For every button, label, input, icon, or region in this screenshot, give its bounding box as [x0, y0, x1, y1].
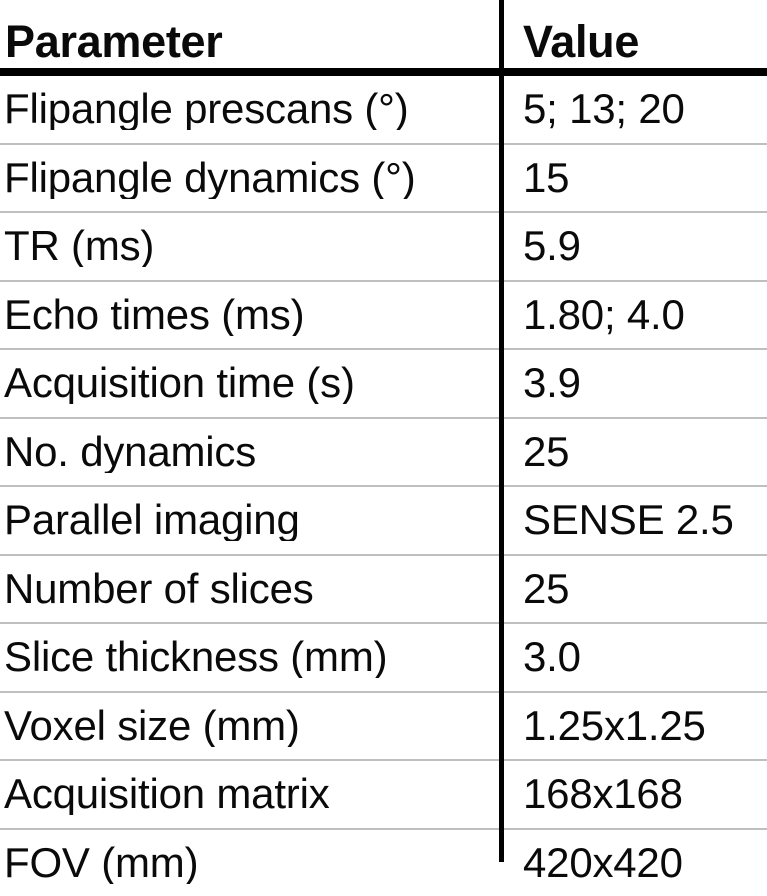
parameter-table-container: Parameter Value Flipangle prescans (°) 5… [0, 0, 767, 862]
column-header-parameter: Parameter [0, 0, 501, 68]
table-cell-value: 3.0 [501, 623, 767, 692]
table-row: Flipangle dynamics (°) 15 [0, 144, 767, 213]
table-cell-value: 5.9 [501, 212, 767, 281]
parameter-label: Echo times (ms) [0, 294, 501, 336]
table-cell-value: 168x168 [501, 760, 767, 829]
table-row: Number of slices 25 [0, 555, 767, 624]
table-row: FOV (mm) 420x420 [0, 829, 767, 896]
parameter-label: Flipangle dynamics (°) [0, 157, 501, 199]
table-row: Slice thickness (mm) 3.0 [0, 623, 767, 692]
table-row: Acquisition time (s) 3.9 [0, 349, 767, 418]
column-divider [499, 0, 504, 862]
table-row: TR (ms) 5.9 [0, 212, 767, 281]
value-label: 1.80; 4.0 [501, 294, 767, 336]
table-cell-parameter: Acquisition time (s) [0, 349, 501, 418]
value-label: 15 [501, 157, 767, 199]
value-label: 168x168 [501, 773, 767, 815]
table-cell-parameter: No. dynamics [0, 418, 501, 487]
table-row: Echo times (ms) 1.80; 4.0 [0, 281, 767, 350]
table-cell-parameter: Flipangle dynamics (°) [0, 144, 501, 213]
table-cell-value: 5; 13; 20 [501, 76, 767, 144]
table-body: Flipangle prescans (°) 5; 13; 20 Flipang… [0, 76, 767, 896]
column-header-parameter-label: Parameter [0, 19, 501, 68]
table-cell-parameter: FOV (mm) [0, 829, 501, 896]
table-cell-value: 3.9 [501, 349, 767, 418]
table-row: Parallel imaging SENSE 2.5 [0, 486, 767, 555]
header-rule-right [501, 68, 767, 76]
table-row: Flipangle prescans (°) 5; 13; 20 [0, 76, 767, 144]
table-cell-value: 420x420 [501, 829, 767, 896]
parameter-label: FOV (mm) [0, 842, 501, 884]
table-cell-value: 25 [501, 555, 767, 624]
header-rule [0, 68, 767, 76]
table-cell-parameter: Number of slices [0, 555, 501, 624]
table-cell-value: SENSE 2.5 [501, 486, 767, 555]
value-label: 5; 13; 20 [501, 88, 767, 130]
parameter-label: Flipangle prescans (°) [0, 88, 501, 130]
value-label: 3.0 [501, 636, 767, 678]
value-label: SENSE 2.5 [501, 499, 767, 541]
value-label: 5.9 [501, 225, 767, 267]
parameter-label: Number of slices [0, 568, 501, 610]
value-label: 25 [501, 431, 767, 473]
table-cell-parameter: Voxel size (mm) [0, 692, 501, 761]
value-label: 25 [501, 568, 767, 610]
table-cell-value: 1.25x1.25 [501, 692, 767, 761]
table-cell-parameter: Acquisition matrix [0, 760, 501, 829]
table-cell-parameter: TR (ms) [0, 212, 501, 281]
table-row: Acquisition matrix 168x168 [0, 760, 767, 829]
value-label: 3.9 [501, 362, 767, 404]
parameter-label: TR (ms) [0, 225, 501, 267]
table-header: Parameter Value [0, 0, 767, 76]
parameter-label: No. dynamics [0, 431, 501, 473]
parameter-label: Parallel imaging [0, 499, 501, 541]
column-header-value-label: Value [501, 19, 767, 68]
table-cell-value: 1.80; 4.0 [501, 281, 767, 350]
header-rule-left [0, 68, 501, 76]
parameter-label: Slice thickness (mm) [0, 636, 501, 678]
table-cell-value: 15 [501, 144, 767, 213]
parameter-label: Acquisition time (s) [0, 362, 501, 404]
table-cell-parameter: Slice thickness (mm) [0, 623, 501, 692]
table-header-row: Parameter Value [0, 0, 767, 68]
table-cell-parameter: Echo times (ms) [0, 281, 501, 350]
parameter-label: Acquisition matrix [0, 773, 501, 815]
value-label: 1.25x1.25 [501, 705, 767, 747]
table-row: No. dynamics 25 [0, 418, 767, 487]
table-cell-parameter: Parallel imaging [0, 486, 501, 555]
parameter-label: Voxel size (mm) [0, 705, 501, 747]
value-label: 420x420 [501, 842, 767, 884]
table-row: Voxel size (mm) 1.25x1.25 [0, 692, 767, 761]
table-cell-parameter: Flipangle prescans (°) [0, 76, 501, 144]
column-header-value: Value [501, 0, 767, 68]
table-cell-value: 25 [501, 418, 767, 487]
